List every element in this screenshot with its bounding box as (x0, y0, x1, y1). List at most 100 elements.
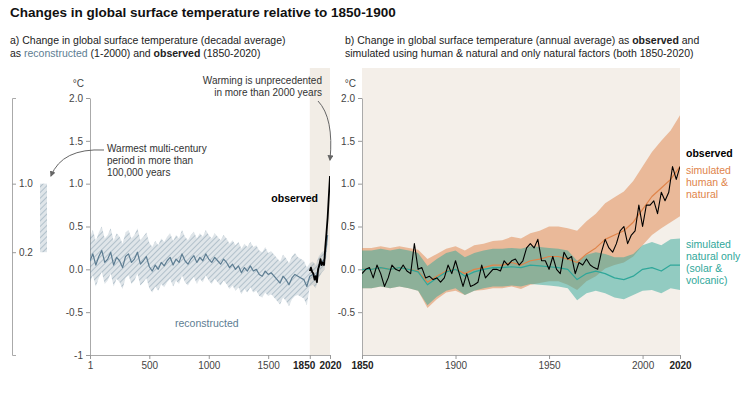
tick-mark (549, 355, 550, 359)
tick-label: 0.0 (341, 264, 355, 275)
y-axis-title: °C (73, 78, 84, 89)
series-label: simulated (686, 164, 731, 176)
series-label: human & (686, 176, 728, 188)
tick-mark (268, 355, 269, 359)
axis-line (362, 99, 363, 356)
tick-mark (86, 355, 90, 356)
y-axis: -0.50.00.51.01.52.0 (338, 93, 363, 356)
axis-line (91, 355, 331, 356)
tick-label: 2000 (632, 360, 655, 371)
tick-label: 1850 (351, 360, 374, 371)
tick-mark (86, 184, 90, 185)
panel: a) Change in global surface temperature … (10, 34, 342, 371)
tick-label: -1 (74, 350, 83, 361)
tick-label: 500 (141, 360, 158, 371)
tick-label: -0.5 (66, 307, 84, 318)
tick-label: 1.0 (341, 178, 355, 189)
subtitle-part: and (679, 34, 700, 46)
annotation-arrow (318, 101, 331, 160)
tick: 1850 (293, 355, 316, 371)
range-band (362, 115, 680, 308)
tick-label: 0.0 (69, 264, 83, 275)
subtitle-part: b) Change in global surface temperature … (345, 34, 632, 46)
series-label: natural only (686, 250, 741, 262)
subtitle-part: reconstructed (24, 47, 88, 59)
tick: 2020 (669, 355, 692, 371)
tick-mark (90, 355, 91, 359)
subtitle: b) Change in global surface temperature … (345, 34, 699, 46)
range-axis: 0.2 1.0 (12, 99, 33, 356)
tick-mark (680, 355, 681, 359)
tick: 0.5 (69, 221, 90, 232)
range-band (362, 238, 680, 305)
title: Changes in global surface temperature re… (10, 5, 396, 20)
tick: -1 (74, 350, 90, 361)
tick-mark (86, 98, 90, 99)
tick: 0.2 (12, 247, 33, 258)
plot-marks (362, 115, 680, 308)
tick: 1.0 (12, 178, 33, 189)
subtitle-part: observed (154, 47, 201, 59)
y-axis: -1-0.50.00.51.01.52.0 (66, 93, 91, 361)
tick: 0.0 (341, 264, 362, 275)
tick: 1 (88, 355, 94, 371)
panel: b) Change in global surface temperature … (338, 34, 741, 371)
axis-line (90, 99, 91, 356)
tick: 1950 (538, 355, 561, 371)
series-line (362, 265, 680, 285)
tick: 500 (141, 355, 158, 371)
annotation: Warming is unprecedented (203, 75, 322, 86)
tick-label: 0.5 (69, 221, 83, 232)
series-label: natural (686, 188, 718, 200)
axis-line (13, 99, 17, 356)
subtitle-part: simulated using human & natural and only… (345, 47, 693, 59)
subtitle-part: (1-2000) and (88, 47, 154, 59)
subtitle-part: a) Change in global surface temperature … (10, 34, 286, 46)
series-line (362, 167, 680, 283)
tick-mark (643, 355, 644, 359)
series-label: simulated (686, 238, 731, 250)
tick: 2000 (632, 355, 655, 371)
range-band (90, 227, 328, 307)
tick-mark (12, 184, 16, 185)
tick-label: 1.0 (19, 178, 33, 189)
tick-label: 2020 (319, 360, 342, 371)
subtitle-part: (1850-2020) (200, 47, 260, 59)
x-axis: 15001000150018502020 (88, 355, 342, 371)
series-label: volcanic) (686, 274, 727, 286)
annotation: period in more than (107, 155, 193, 166)
tick: 1000 (198, 355, 221, 371)
annotation: 100,000 years (107, 167, 170, 178)
tick-label: 1.5 (341, 136, 355, 147)
chart: Changes in global surface temperature re… (0, 0, 754, 394)
plot-background (362, 68, 680, 355)
tick-mark (86, 227, 90, 228)
tick-mark (209, 355, 210, 359)
series-line (90, 235, 328, 286)
series-label: observed (686, 147, 733, 159)
tick-label: 1.5 (69, 136, 83, 147)
tick-label: 0.2 (19, 247, 33, 258)
tick-label: 1.0 (69, 178, 83, 189)
annotation-arrow (51, 150, 104, 176)
tick-mark (86, 312, 90, 313)
tick: 1900 (445, 355, 468, 371)
tick-mark (358, 269, 362, 270)
tick: 0.5 (341, 221, 362, 232)
tick-label: 1500 (258, 360, 281, 371)
tick: -0.5 (66, 307, 90, 318)
tick: 1.5 (69, 136, 90, 147)
tick-label: 1950 (538, 360, 561, 371)
tick-label: 1850 (293, 360, 316, 371)
tick: 1.5 (341, 136, 362, 147)
tick-mark (358, 184, 362, 185)
subtitle: a) Change in global surface temperature … (10, 34, 286, 46)
tick-mark (310, 355, 311, 359)
tick-label: 2020 (669, 360, 692, 371)
tick-mark (330, 355, 331, 359)
tick: 0.0 (69, 264, 90, 275)
tick: 1.0 (341, 178, 362, 189)
tick-label: 1 (88, 360, 94, 371)
tick-label: 2.0 (341, 93, 355, 104)
range-bar (40, 184, 47, 253)
